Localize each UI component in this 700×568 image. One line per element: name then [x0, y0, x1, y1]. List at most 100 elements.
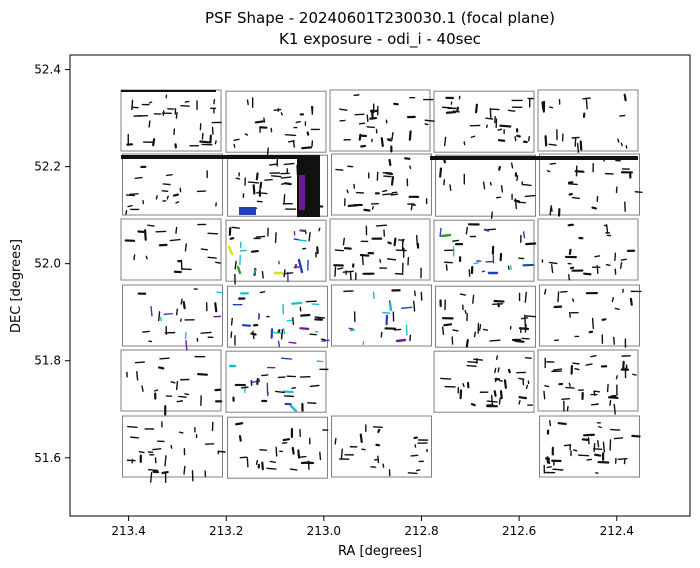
psf-marker: [319, 451, 322, 461]
psf-marker: [561, 397, 571, 400]
ota-outlines: [120, 89, 640, 479]
psf-marker: [253, 269, 257, 274]
psf-marker: [215, 261, 221, 264]
psf-marker: [582, 433, 595, 437]
ota-outline: [537, 349, 639, 412]
psf-marker: [568, 183, 578, 186]
psf-marker: [388, 158, 392, 167]
psf-marker: [127, 204, 133, 208]
psf-marker: [528, 136, 530, 142]
psf-marker: [299, 455, 307, 458]
ota-outline: [435, 154, 536, 217]
psf-marker: [552, 368, 563, 371]
psf-marker: [568, 248, 572, 255]
psf-marker: [609, 400, 612, 406]
psf-marker: [346, 189, 349, 194]
psf-marker: [623, 93, 627, 102]
psf-marker: [359, 433, 363, 443]
psf-marker: [153, 389, 159, 392]
psf-marker: [230, 317, 233, 326]
psf-marker: [170, 381, 176, 384]
psf-marker: [161, 470, 169, 475]
psf-marker: [269, 460, 276, 463]
psf-marker: [289, 468, 298, 471]
psf-marker: [371, 206, 374, 210]
psf-marker: [576, 142, 580, 153]
psf-marker: [410, 203, 413, 211]
ota-outline: [225, 90, 327, 153]
psf-marker: [185, 339, 188, 351]
psf-marker: [590, 354, 597, 358]
psf-marker: [147, 469, 159, 472]
psf-marker: [175, 201, 180, 204]
psf-marker: [409, 334, 412, 342]
psf-marker: [158, 311, 161, 322]
psf-marker: [410, 454, 419, 457]
psf-marker: [574, 136, 577, 147]
psf-marker: [320, 338, 326, 341]
psf-marker: [295, 120, 301, 124]
psf-marker: [170, 444, 173, 449]
psf-marker: [370, 109, 379, 113]
psf-marker: [473, 358, 484, 361]
psf-marker: [334, 437, 337, 445]
psf-marker: [360, 144, 367, 148]
psf-marker: [489, 181, 492, 186]
psf-dense-block: [299, 175, 305, 210]
psf-marker: [585, 98, 588, 110]
psf-marker: [280, 176, 292, 179]
psf-marker: [462, 383, 465, 388]
psf-marker: [240, 386, 249, 389]
psf-marker: [309, 384, 320, 388]
psf-marker: [382, 189, 388, 193]
psf-marker: [259, 181, 263, 190]
psf-marker: [277, 340, 280, 348]
psf-marker: [284, 133, 297, 137]
psf-marker: [125, 194, 136, 197]
psf-marker: [184, 243, 187, 252]
psf-marker: [464, 310, 467, 314]
psf-marker: [278, 260, 280, 265]
psf-marker: [316, 360, 324, 363]
psf-marker: [334, 266, 337, 277]
psf-marker: [266, 147, 269, 157]
psf-marker: [445, 111, 457, 114]
y-tick-label: 51.6: [34, 451, 61, 465]
psf-marker: [342, 237, 345, 246]
psf-marker: [382, 311, 391, 314]
psf-marker: [377, 455, 380, 464]
psf-marker: [614, 252, 617, 262]
psf-marker: [614, 307, 620, 310]
ota-outline: [539, 284, 640, 347]
psf-marker: [489, 339, 501, 342]
psf-marker: [143, 229, 147, 241]
psf-marker: [591, 206, 597, 210]
y-axis-label: DEC [degrees]: [9, 239, 24, 333]
psf-marker: [498, 397, 501, 405]
psf-marker: [261, 461, 264, 471]
psf-marker: [474, 103, 478, 114]
psf-marker: [197, 373, 209, 376]
psf-marker: [416, 234, 418, 246]
psf-markers: [121, 90, 643, 483]
ota-outline: [331, 284, 432, 347]
psf-marker: [181, 268, 192, 271]
x-tick-label: 213.2: [209, 524, 243, 538]
psf-marker: [283, 272, 294, 275]
psf-marker: [549, 106, 554, 109]
psf-marker: [233, 138, 240, 142]
psf-marker: [613, 403, 616, 415]
psf-marker: [125, 209, 128, 215]
plot-frame: [69, 54, 691, 517]
psf-marker: [199, 140, 211, 144]
psf-marker: [490, 211, 493, 219]
psf-marker: [280, 182, 286, 185]
psf-marker: [571, 298, 575, 303]
psf-marker: [148, 120, 151, 128]
psf-marker: [632, 373, 637, 376]
psf-marker: [258, 378, 261, 382]
psf-marker: [275, 446, 278, 457]
psf-marker: [274, 232, 277, 244]
psf-marker: [361, 448, 366, 451]
psf-marker: [459, 293, 467, 296]
